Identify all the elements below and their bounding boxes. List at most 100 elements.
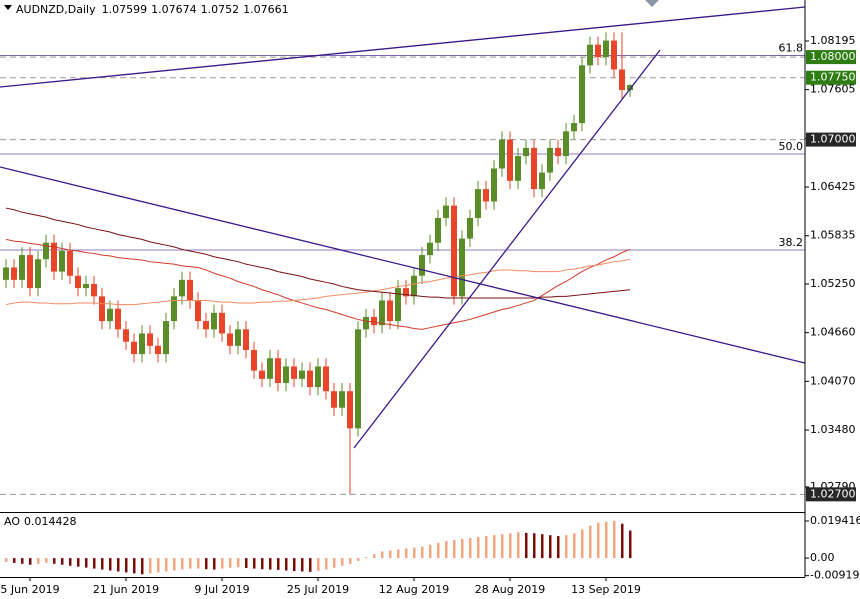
candle-body: [467, 217, 473, 239]
ao-bar: [333, 558, 336, 568]
ao-bar: [461, 538, 464, 559]
moving-average: [5, 258, 631, 306]
candle-body: [75, 275, 81, 289]
candle-body: [179, 279, 185, 297]
close-value: 1.07661: [243, 3, 289, 16]
candle-body: [35, 259, 41, 289]
ao-bar: [229, 558, 232, 568]
candle-body: [443, 205, 449, 218]
candle-body: [139, 333, 145, 355]
candle-body: [595, 44, 601, 58]
y-tick-label: 1.07605: [810, 83, 856, 96]
candle-body: [59, 250, 65, 272]
ao-bar: [149, 558, 152, 574]
level-label: 1.07750: [810, 71, 856, 84]
ao-bar: [5, 558, 8, 562]
level-box: [806, 132, 856, 147]
y-tick-label: 1.04070: [810, 374, 856, 387]
price-panel: 61.8 50.0 38.2: [0, 6, 805, 495]
x-tick-label: 28 Aug 2019: [475, 583, 545, 596]
candle-body: [227, 333, 233, 346]
ao-bar: [93, 558, 96, 569]
candle-body: [331, 391, 337, 408]
candle-body: [3, 267, 9, 280]
ao-bar: [141, 558, 144, 575]
candle-body: [99, 296, 105, 322]
ao-tick-label: -0.009192: [810, 569, 860, 582]
candle-body: [363, 316, 369, 330]
ao-bar: [317, 558, 320, 572]
ao-bar: [501, 534, 504, 559]
ao-bar: [173, 558, 176, 571]
ao-bar: [573, 533, 576, 559]
candle-body: [195, 300, 201, 322]
candle-body: [83, 283, 89, 289]
candle-body: [155, 345, 161, 355]
candle-body: [571, 123, 577, 132]
candle-body: [483, 189, 489, 202]
y-tick-label: 1.08195: [810, 34, 856, 47]
candle-body: [19, 255, 25, 280]
ao-bar: [397, 549, 400, 559]
x-tick-label: 9 Jul 2019: [194, 583, 249, 596]
candle-body: [419, 255, 425, 276]
candle-body: [219, 312, 225, 334]
candle-body: [211, 312, 217, 330]
candle-body: [435, 217, 441, 243]
candle-body: [403, 288, 409, 297]
ao-bar: [53, 558, 56, 564]
ao-bar: [445, 540, 448, 559]
ao-bar: [197, 558, 200, 569]
candle-body: [619, 69, 625, 91]
candle-body: [171, 296, 177, 322]
candle-body: [115, 308, 121, 330]
ao-bar: [325, 558, 328, 570]
level-box: [806, 70, 856, 85]
candle-body: [187, 279, 193, 301]
candle-body: [11, 267, 17, 280]
ao-bar: [221, 558, 224, 569]
candle-body: [123, 329, 129, 342]
ao-bar: [157, 558, 160, 573]
ao-bar: [589, 525, 592, 559]
candle-body: [43, 242, 49, 260]
ao-bar: [429, 544, 432, 559]
ao-bar: [477, 537, 480, 559]
y-tick-label: 1.04660: [810, 326, 856, 339]
candle-body: [275, 358, 281, 383]
ao-bar: [213, 558, 216, 570]
level-box: [806, 487, 856, 502]
ao-value: 0.014428: [24, 515, 77, 528]
ao-bar: [413, 547, 416, 559]
ao-bar: [357, 558, 360, 561]
high-value: 1.07674: [151, 3, 197, 16]
ao-bar: [541, 534, 544, 559]
ao-bar: [101, 558, 104, 570]
ao-bar: [29, 558, 32, 565]
ao-bar: [253, 558, 256, 569]
ao-bar: [309, 558, 312, 572]
candle-body: [539, 172, 545, 190]
ao-bar: [237, 558, 240, 568]
ao-bar: [629, 530, 632, 559]
y-tick-label: 1.05835: [810, 229, 856, 242]
candle-body: [611, 40, 617, 70]
x-tick-label: 13 Sep 2019: [571, 583, 641, 596]
ao-bar: [261, 558, 264, 570]
ao-bar: [381, 551, 384, 559]
menu-arrow[interactable]: [4, 5, 12, 10]
candle-body: [515, 156, 521, 181]
candle-body: [283, 366, 289, 383]
ao-bar: [245, 558, 248, 569]
x-tick-label: 12 Aug 2019: [379, 583, 449, 596]
trendline: [353, 49, 661, 449]
x-tick-label: 21 Jun 2019: [93, 583, 159, 596]
ao-bar: [165, 558, 168, 572]
fib-label: 61.8: [779, 41, 804, 54]
ao-bar: [133, 558, 136, 574]
candle-body: [67, 250, 73, 276]
low-value: 1.0752: [201, 3, 240, 16]
symbol: AUDNZD,Daily: [16, 3, 96, 16]
candle-body: [355, 329, 361, 429]
